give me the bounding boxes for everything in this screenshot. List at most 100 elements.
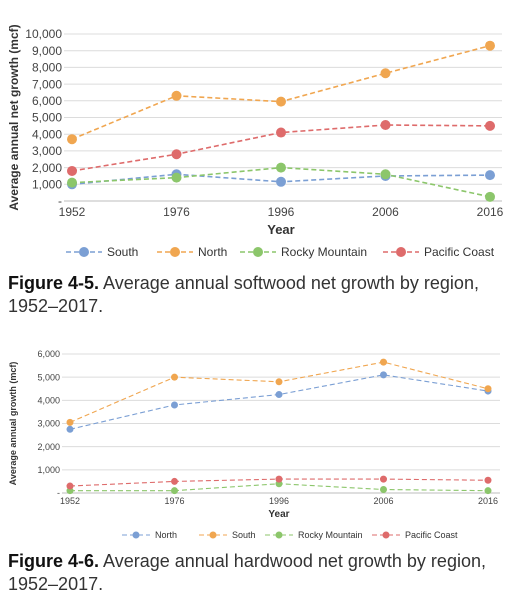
x-tick-label: 1976 [164,496,184,506]
data-point-rocky-mountain [276,162,286,173]
y-tick-label: 4,000 [37,395,60,405]
chart-svg: - 1,000 2,000 3,000 4,000 5,000 6,000 7,000 8,00… [7,24,504,259]
y-tick-label: 1,000 [32,178,62,192]
data-point-pacific-coast [380,475,387,483]
legend-label: Pacific Coast [405,530,458,540]
legend-label: South [107,245,138,259]
y-axis-title: Average annual growth (mcf) [8,362,18,486]
y-tick-label: - [57,488,60,498]
data-point-south [66,418,74,426]
legend-marker [209,531,217,539]
y-tick-label: - [58,194,62,208]
data-point-south [171,373,178,381]
data-point-north [380,68,391,79]
data-point-rocky-mountain [171,172,182,183]
data-point-south [276,176,286,187]
legend-item-south: South [66,245,138,259]
legend-label: Pacific Coast [424,245,495,259]
data-point-pacific-coast [171,477,178,485]
x-axis-title: Year [268,509,289,520]
legend-item-pacific-coast: Pacific Coast [383,245,495,259]
y-tick-label: 5,000 [37,372,60,382]
legend-item-rocky-mountain: Rocky Mountain [240,245,367,259]
data-point-south [484,385,492,393]
data-point-pacific-coast [171,149,182,160]
data-point-north [275,391,283,399]
legend-marker [382,531,390,539]
series-rocky-mountain [67,162,495,202]
data-point-pacific-coast [485,120,495,131]
data-point-rocky-mountain [171,487,178,495]
y-tick-label: 1,000 [37,465,60,475]
legend-item-north: North [122,530,177,540]
chart-svg: - 1,000 2,000 3,000 4,000 5,000 6,000 1952 1976 1… [8,349,500,540]
legend-marker [253,247,263,257]
x-tick-label: 2006 [372,205,399,219]
y-tick-label: 6,000 [32,94,62,108]
data-point-north [171,90,182,101]
data-point-pacific-coast [275,475,283,483]
y-tick-label: 6,000 [37,349,60,359]
series-line-north [71,44,491,140]
legend-label: Rocky Mountain [298,530,363,540]
data-point-pacific-coast [67,165,77,176]
softwood-growth-chart: - 1,000 2,000 3,000 4,000 5,000 6,000 7,000 8,00… [0,0,528,265]
data-point-pacific-coast [484,476,492,484]
data-point-pacific-coast [66,482,74,490]
x-tick-label: 1976 [163,205,190,219]
data-point-north [171,401,178,409]
x-tick-label: 1952 [60,496,80,506]
y-tick-label: 2,000 [32,161,62,175]
data-point-south [275,378,283,386]
x-tick-label: 2006 [373,496,393,506]
x-tick-label: 2016 [478,496,498,506]
figure-caption-text: Average annual softwood net growth by re… [8,273,479,316]
figure-label: Figure 4-6. [8,551,100,571]
legend-marker [396,247,406,257]
legend-label: Rocky Mountain [281,245,367,259]
data-point-rocky-mountain [67,177,77,188]
legend-item-north: North [157,245,227,259]
y-tick-label: 8,000 [32,61,62,75]
y-tick-label: 3,000 [37,419,60,429]
legend-label: North [198,245,227,259]
series-south [66,358,492,426]
x-axis-title: Year [267,222,294,237]
figure-caption-4-5: Figure 4-5. Average annual softwood net … [8,272,523,318]
x-tick-label: 1952 [59,205,86,219]
legend-item-pacific-coast: Pacific Coast [372,530,458,540]
figure-caption-4-6: Figure 4-6. Average annual hardwood net … [8,550,523,596]
legend-marker [275,531,283,539]
legend-item-south: South [199,530,256,540]
figure-label: Figure 4-5. [8,273,100,293]
data-point-north [276,96,286,107]
x-tick-label: 2016 [477,205,504,219]
series-north [66,371,492,433]
y-axis-title: Average annual net growth (mcf) [7,24,21,210]
legend-marker [170,247,180,257]
legend-label: South [232,530,256,540]
y-tick-label: 3,000 [32,144,62,158]
legend-marker [132,531,140,539]
data-point-south [485,170,495,181]
hardwood-growth-chart: - 1,000 2,000 3,000 4,000 5,000 6,000 1952 1976 1… [0,340,528,545]
series-north [67,40,495,145]
y-tick-label: 5,000 [32,111,62,125]
y-tick-label: 4,000 [32,127,62,141]
data-point-north [66,425,74,433]
data-point-pacific-coast [380,120,391,131]
y-tick-label: 2,000 [37,442,60,452]
data-point-pacific-coast [276,127,286,138]
y-tick-label: 7,000 [32,77,62,91]
data-point-rocky-mountain [380,169,391,180]
x-tick-label: 1996 [269,496,289,506]
data-point-north [380,371,387,379]
data-point-north [485,40,495,51]
series-pacific-coast [66,475,492,490]
legend-label: North [155,530,177,540]
x-tick-label: 1996 [268,205,295,219]
legend-item-rocky-mountain: Rocky Mountain [265,530,363,540]
figure-caption-text: Average annual hardwood net growth by re… [8,551,486,594]
y-tick-label: 9,000 [32,44,62,58]
data-point-rocky-mountain [380,486,387,494]
